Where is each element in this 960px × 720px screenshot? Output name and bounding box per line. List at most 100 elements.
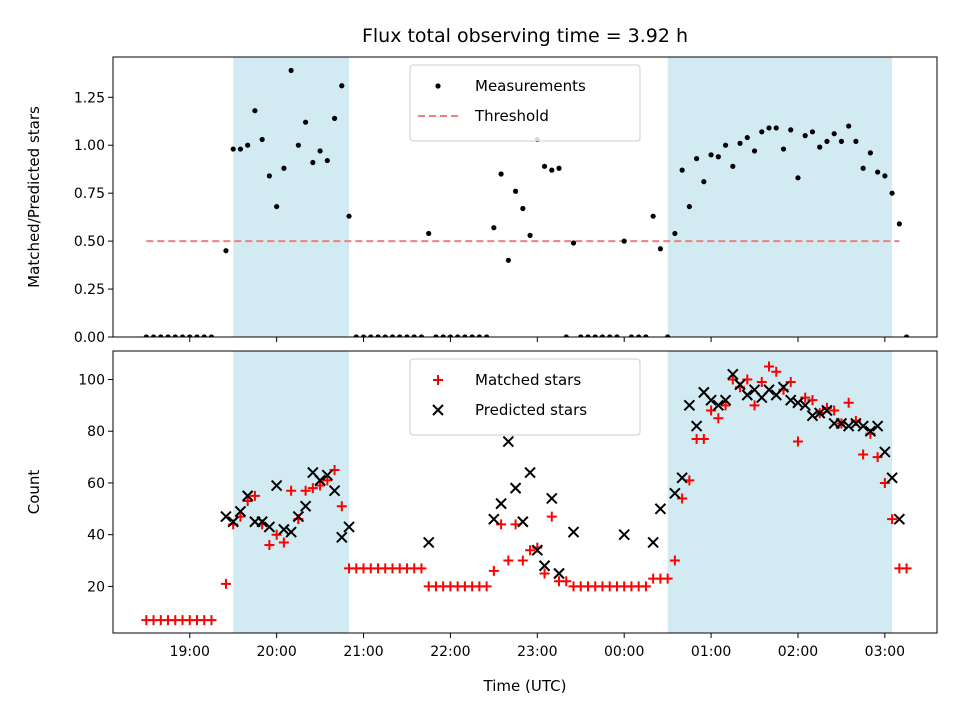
matched-point: [278, 537, 289, 548]
predicted-point: [821, 404, 833, 417]
predicted-point: [278, 523, 290, 536]
predicted-point: [712, 399, 725, 412]
y-axis-label: Count: [25, 470, 43, 515]
predicted-point: [299, 500, 312, 512]
predicted-point: [676, 472, 688, 484]
measurement-point: [665, 334, 671, 337]
predicted-point: [495, 497, 507, 510]
measurement-point: [795, 175, 801, 181]
measurement-point: [650, 213, 656, 219]
predicted-point: [422, 536, 435, 549]
measurement-point: [505, 257, 511, 263]
y-tick-label: 80: [87, 424, 105, 440]
x-tick-label: 19:00: [170, 644, 210, 660]
panel-ratio: 0.00 0.25 0.50 0.75 1.00 1.25 Matched/Predicte…: [25, 25, 938, 346]
predicted-point: [857, 420, 869, 432]
matched-point: [242, 496, 253, 507]
measurement-point: [237, 146, 244, 152]
matched-point: [249, 490, 260, 501]
predicted-point: [321, 469, 334, 481]
legend-label: Measurements: [475, 77, 586, 95]
legend-marker-predicted: [432, 404, 444, 416]
measurement-point: [838, 138, 845, 144]
panel-count: 20 40 60 80 100 19:00 20:00 21:00 22:00 23:00 00:0…: [25, 350, 938, 695]
chart-title: Flux total observing time = 3.92 h: [362, 25, 688, 47]
measurement-point: [389, 334, 396, 337]
predicted-point: [517, 516, 529, 528]
measurement-point: [295, 142, 301, 148]
matched-point: [669, 555, 680, 566]
measurement-point: [817, 144, 823, 150]
measurement-point: [636, 334, 642, 337]
matched-point: [336, 501, 347, 512]
measurement-point: [455, 334, 461, 337]
measurement-point: [889, 190, 895, 196]
measurement-point: [643, 334, 649, 337]
measurement-point: [701, 179, 707, 185]
measurement-point: [158, 334, 164, 337]
predicted-point: [690, 420, 703, 432]
measurement-point: [346, 213, 352, 219]
matched-point: [792, 436, 803, 447]
measurement-point: [143, 334, 149, 337]
measurement-point: [317, 148, 323, 154]
matched-point: [264, 540, 275, 551]
measurement-point: [266, 173, 273, 179]
matched-point: [206, 615, 217, 626]
measurement-point: [570, 240, 577, 246]
matched-point: [901, 563, 912, 574]
shaded-region: [233, 57, 350, 337]
predicted-point: [683, 399, 696, 412]
predicted-point: [886, 472, 898, 484]
measurement-point: [339, 83, 345, 89]
measurement-point: [498, 171, 504, 177]
measurement-point: [585, 334, 591, 337]
x-tick-label: 00:00: [604, 644, 644, 660]
predicted-point: [531, 544, 544, 556]
measurement-point: [722, 142, 729, 148]
shaded-region: [667, 57, 893, 337]
measurement-point: [527, 232, 533, 238]
x-tick-label: 21:00: [343, 644, 383, 660]
predicted-point: [567, 526, 580, 538]
matched-point: [286, 485, 297, 496]
measurement-point: [360, 334, 367, 337]
y-tick-label: 1.25: [74, 90, 105, 106]
predicted-point: [553, 567, 565, 580]
measurement-point: [172, 334, 178, 337]
legend-label: Predicted stars: [475, 401, 587, 419]
measurement-point: [179, 334, 186, 337]
measurement-point: [382, 334, 388, 337]
predicted-point: [792, 397, 804, 409]
measurement-point: [426, 230, 432, 237]
measurement-point: [223, 248, 229, 254]
predicted-point: [813, 407, 826, 419]
measurement-point: [281, 165, 287, 171]
measurement-point: [903, 334, 910, 337]
measurement-point: [556, 165, 562, 171]
predicted-point: [864, 425, 877, 437]
matched-point: [539, 568, 550, 579]
predicted-point: [871, 420, 884, 432]
predicted-point: [488, 513, 500, 525]
measurement-point: [599, 334, 606, 337]
predicted-point: [777, 381, 790, 393]
measurement-point: [541, 163, 548, 169]
predicted-point: [234, 505, 247, 518]
matched-point: [858, 449, 869, 460]
y-axis-label: Matched/Predicted stars: [25, 106, 43, 288]
measurement-point: [310, 159, 316, 166]
matched-point: [771, 366, 782, 377]
matched-point: [887, 514, 898, 525]
measurement-point: [867, 150, 873, 156]
legend-label: Matched stars: [475, 371, 581, 389]
matched-point: [300, 485, 311, 496]
matched-point: [546, 511, 557, 522]
matched-point: [496, 519, 507, 530]
measurement-point: [433, 334, 439, 337]
measurement-point: [831, 131, 837, 137]
measurement-point: [853, 138, 859, 144]
measurement-point: [824, 138, 830, 144]
measurement-point: [476, 334, 482, 337]
